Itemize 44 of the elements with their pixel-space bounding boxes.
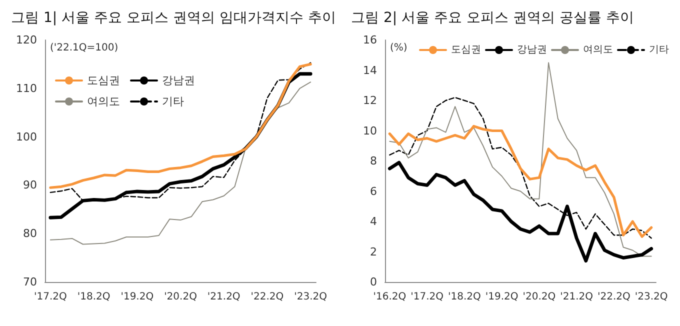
chart-title: 그림 2| 서울 주요 오피스 권역의 공실률 추이 — [351, 10, 634, 26]
y-axis-title: (%) — [390, 42, 408, 54]
y-tick-label: 80 — [23, 227, 37, 240]
legend-label: 기타 — [649, 44, 669, 56]
line-series — [389, 62, 652, 257]
y-tick-label: 8 — [370, 154, 377, 168]
y-tick-label: 0 — [370, 276, 377, 288]
y-tick-label: 110 — [16, 82, 37, 95]
x-tick-label: '19.2Q — [120, 292, 154, 302]
legend-label: 기타 — [162, 95, 184, 108]
x-tick-label: '22.2Q — [250, 292, 284, 302]
x-tick-label: '20.2Q — [522, 292, 556, 302]
y-tick-label: 6 — [370, 184, 377, 198]
y-tick-label: 120 — [16, 34, 37, 46]
x-tick-label: '23.2Q — [634, 292, 668, 302]
x-tick-label: '16.2Q — [373, 292, 406, 302]
x-tick-label: '22.2Q — [598, 292, 631, 302]
x-tick-label: '23.2Q — [294, 292, 328, 302]
y-axis-title: ('22.1Q=100) — [50, 42, 118, 54]
y-tick-label: 100 — [16, 130, 37, 144]
y-tick-label: 10 — [363, 124, 377, 138]
legend-label: 강남권 — [517, 44, 547, 56]
legend-label: 여의도 — [87, 95, 120, 108]
x-tick-label: '17.2Q — [34, 292, 67, 302]
x-tick-label: '19.2Q — [485, 292, 518, 302]
legend-label: 여의도 — [583, 44, 613, 56]
y-tick-label: 14 — [363, 64, 377, 77]
x-tick-label: '18.2Q — [448, 292, 481, 302]
legend-label: 도심권 — [87, 74, 120, 87]
y-tick-label: 12 — [363, 94, 377, 107]
x-tick-label: '20.2Q — [164, 292, 198, 302]
line-series — [388, 124, 653, 238]
y-tick-label: 90 — [23, 178, 37, 192]
y-tick-label: 16 — [363, 34, 377, 46]
legend-label: 강남권 — [162, 74, 195, 87]
chart-title: 그림 1| 서울 주요 오피스 권역의 임대가격지수 추이 — [11, 10, 336, 26]
y-tick-label: 2 — [370, 245, 377, 258]
x-tick-label: '21.2Q — [560, 292, 594, 302]
x-tick-label: '21.2Q — [207, 292, 240, 302]
x-tick-label: '18.2Q — [77, 292, 110, 302]
y-tick-label: 4 — [370, 215, 377, 228]
y-tick-label: 70 — [23, 276, 37, 288]
x-tick-label: '17.2Q — [410, 292, 444, 302]
legend-label: 도심권 — [451, 44, 481, 56]
